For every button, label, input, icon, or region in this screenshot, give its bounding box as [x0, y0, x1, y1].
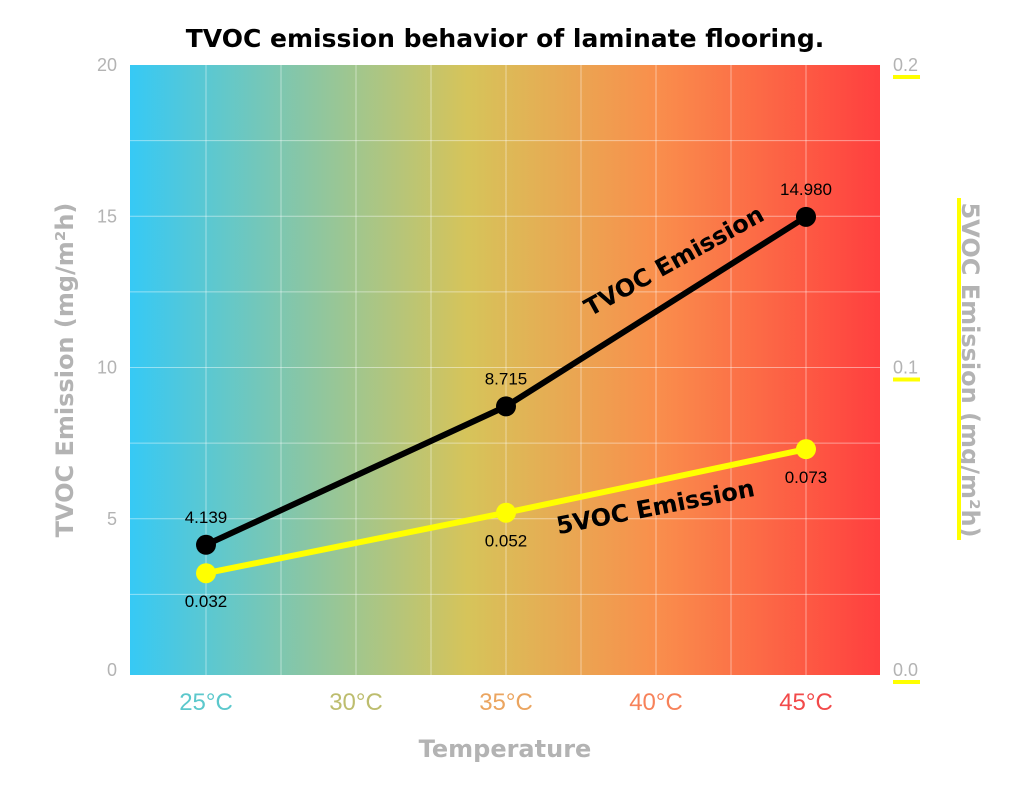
data-label: 0.032: [185, 592, 228, 611]
left-tick-label: 5: [107, 509, 117, 529]
left-tick-label: 20: [97, 55, 117, 75]
x-tick-label: 30°C: [329, 689, 383, 716]
data-point: [496, 396, 516, 417]
right-tick-label: 0.1: [893, 358, 918, 378]
chart-title: TVOC emission behavior of laminate floor…: [186, 24, 825, 53]
data-label: 8.715: [485, 369, 528, 388]
left-tick-label: 15: [97, 206, 117, 226]
x-axis-title: Temperature: [419, 735, 592, 763]
x-tick-label: 45°C: [779, 689, 833, 716]
left-axis-title: TVOC Emission (mg/m²h): [51, 203, 79, 538]
right-tick-label: 0.2: [893, 55, 918, 75]
data-point: [196, 563, 216, 584]
left-tick-label: 0: [107, 660, 117, 680]
left-axis-ticks: 0 5 10 15 20: [97, 55, 117, 680]
left-tick-label: 10: [97, 358, 117, 378]
series-layer: 4.139 8.715 14.980 0.032 0.052 0.073: [185, 180, 832, 611]
data-label: 4.139: [185, 508, 228, 527]
x-tick-label: 35°C: [479, 689, 533, 716]
right-axis-ticks: 0.0 0.1 0.2: [893, 55, 920, 684]
data-point: [796, 206, 816, 227]
plot-background: [130, 65, 880, 675]
right-tick-label: 0.0: [893, 660, 918, 680]
grid-lines: [130, 65, 882, 675]
data-point: [796, 439, 816, 460]
data-label: 14.980: [780, 180, 832, 199]
x-tick-label: 40°C: [629, 689, 683, 716]
x-axis-ticks: 25°C 30°C 35°C 40°C 45°C: [179, 689, 833, 716]
data-label: 0.052: [485, 532, 528, 551]
data-point: [196, 534, 216, 555]
data-point: [496, 502, 516, 523]
data-label: 0.073: [785, 468, 828, 487]
x-tick-label: 25°C: [179, 689, 233, 716]
